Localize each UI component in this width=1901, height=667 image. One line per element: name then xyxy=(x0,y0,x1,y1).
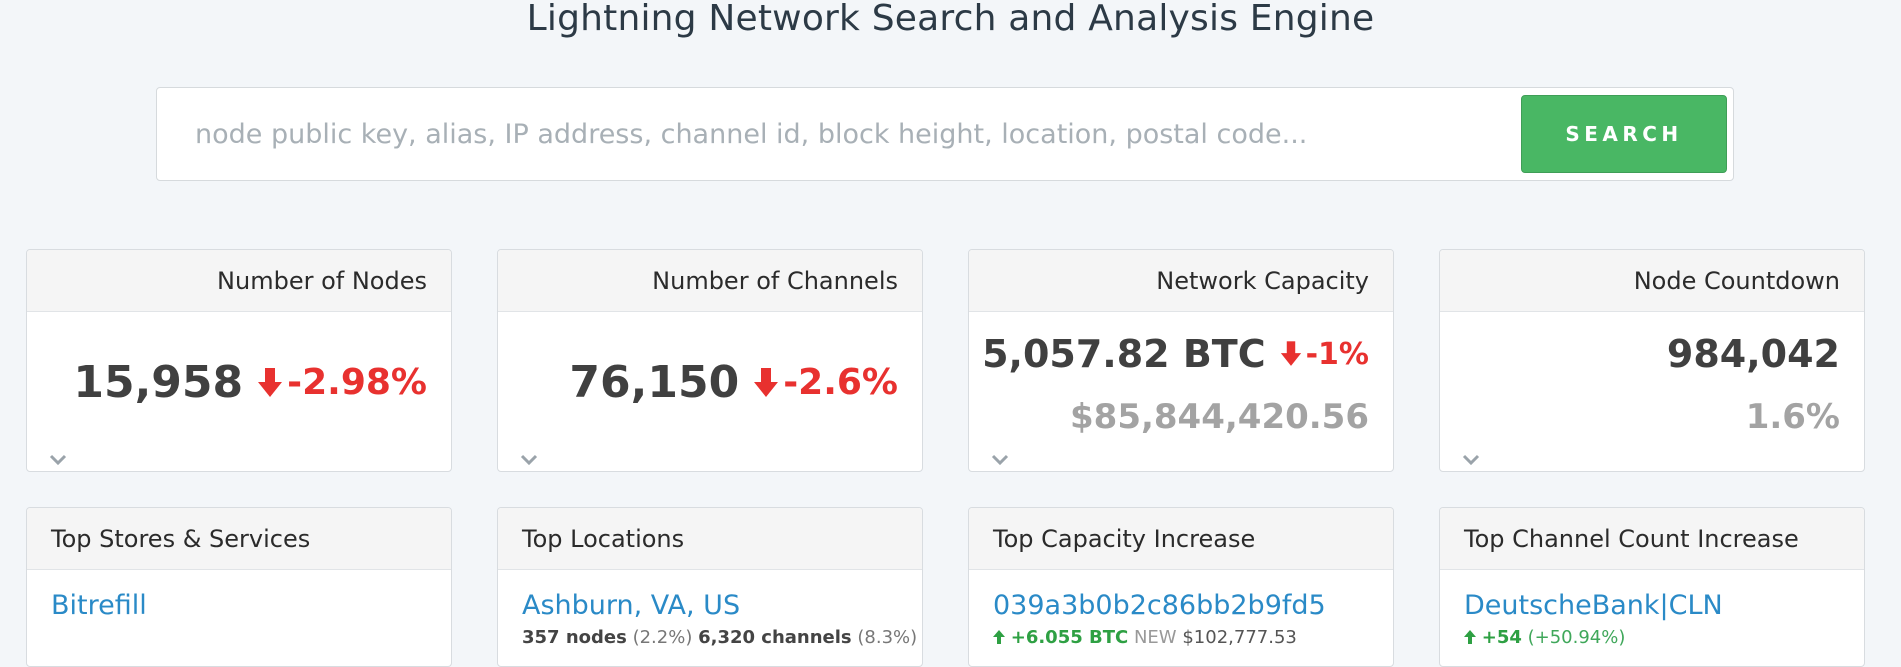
search-button[interactable]: SEARCH xyxy=(1521,95,1727,173)
arrow-up-icon xyxy=(1464,630,1476,644)
chevron-down-icon[interactable] xyxy=(49,454,67,466)
store-link[interactable]: Bitrefill xyxy=(51,590,147,621)
countdown-percent: 1.6% xyxy=(1745,397,1840,437)
stat-card-channels: Number of Channels 76,150 -2.6% xyxy=(497,249,923,472)
card-title: Node Countdown xyxy=(1440,250,1864,312)
arrow-down-icon xyxy=(754,367,779,397)
card-title: Top Locations xyxy=(498,508,922,570)
nodes-count: 15,958 xyxy=(73,357,244,408)
search-input[interactable] xyxy=(167,96,1667,172)
chevron-down-icon[interactable] xyxy=(991,454,1009,466)
card-title: Top Capacity Increase xyxy=(969,508,1393,570)
arrow-down-icon xyxy=(1280,341,1301,366)
chevron-down-icon[interactable] xyxy=(1462,454,1480,466)
card-title: Top Channel Count Increase xyxy=(1440,508,1864,570)
stat-card-nodes: Number of Nodes 15,958 -2.98% xyxy=(26,249,452,472)
capacity-value: 5,057.82 BTC xyxy=(982,332,1266,376)
countdown-value: 984,042 xyxy=(1666,332,1840,376)
card-title: Network Capacity xyxy=(969,250,1393,312)
arrow-down-icon xyxy=(258,367,283,397)
list-card-stores: Top Stores & Services Bitrefill xyxy=(26,507,452,667)
channel-increase-meta: +54 (+50.94%) xyxy=(1464,627,1840,648)
nodes-change: -2.98% xyxy=(257,362,427,403)
capacity-increase-meta: +6.055 BTC NEW $102,777.53 xyxy=(993,627,1369,648)
card-title: Top Stores & Services xyxy=(27,508,451,570)
node-link[interactable]: DeutscheBank|CLN xyxy=(1464,590,1723,621)
stat-card-countdown: Node Countdown 984,042 1.6% xyxy=(1439,249,1865,472)
search-bar: SEARCH xyxy=(156,87,1734,181)
node-link[interactable]: 039a3b0b2c86bb2b9fd5 xyxy=(993,590,1326,621)
arrow-up-icon xyxy=(993,630,1005,644)
list-card-locations: Top Locations Ashburn, VA, US 357 nodes … xyxy=(497,507,923,667)
location-meta: 357 nodes (2.2%) 6,320 channels (8.3%) xyxy=(522,627,918,648)
list-card-capacity-increase: Top Capacity Increase 039a3b0b2c86bb2b9f… xyxy=(968,507,1394,667)
list-card-channel-increase: Top Channel Count Increase DeutscheBank|… xyxy=(1439,507,1865,667)
capacity-change: -1% xyxy=(1280,337,1369,372)
stat-card-capacity: Network Capacity 5,057.82 BTC -1% $85,84… xyxy=(968,249,1394,472)
location-link[interactable]: Ashburn, VA, US xyxy=(522,590,741,621)
card-title: Number of Channels xyxy=(498,250,922,312)
channels-count: 76,150 xyxy=(569,357,740,408)
page-title: Lightning Network Search and Analysis En… xyxy=(526,0,1375,39)
capacity-usd: $85,844,420.56 xyxy=(1070,397,1369,437)
chevron-down-icon[interactable] xyxy=(520,454,538,466)
channels-change: -2.6% xyxy=(753,362,898,403)
card-title: Number of Nodes xyxy=(27,250,451,312)
